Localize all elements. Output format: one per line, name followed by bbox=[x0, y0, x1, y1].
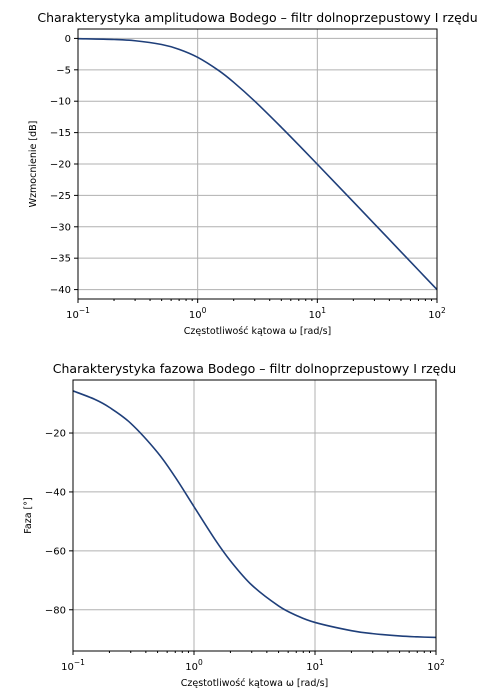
magnitude-x-tick-label: 102 bbox=[428, 306, 446, 321]
phase-y-tick-label: −20 bbox=[45, 429, 66, 440]
phase-x-tick-label: 10−1 bbox=[61, 658, 85, 673]
phase-chart: 10−1 100 101 102 −20 −40 −60 −80 Charakterystyka… bbox=[23, 361, 456, 689]
magnitude-y-tick-label: 0 bbox=[65, 34, 71, 45]
magnitude-y-tick-label: −5 bbox=[56, 65, 71, 76]
magnitude-y-tick-label: −25 bbox=[50, 191, 71, 202]
magnitude-chart-title: Charakterystyka amplitudowa Bodego – fil… bbox=[37, 10, 477, 25]
phase-y-tick-label: −40 bbox=[45, 487, 66, 498]
magnitude-y-tick-label: −40 bbox=[50, 285, 71, 296]
phase-x-tick-label: 100 bbox=[185, 658, 203, 673]
magnitude-y-tick-label: −30 bbox=[50, 222, 71, 233]
phase-x-tick-label: 101 bbox=[306, 658, 324, 673]
magnitude-chart: 10−1 100 101 102 0 −5 −10 −15 −20 −25 −30 −35 −40 Cha… bbox=[28, 10, 478, 337]
phase-x-axis-label: Częstotliwość kątowa ω [rad/s] bbox=[181, 678, 329, 689]
magnitude-y-tick-label: −10 bbox=[50, 97, 71, 108]
magnitude-x-tick-label: 10−1 bbox=[66, 306, 90, 321]
phase-y-tick-label: −60 bbox=[45, 546, 66, 557]
magnitude-y-tick-label: −15 bbox=[50, 128, 71, 139]
phase-y-tick-label: −80 bbox=[45, 605, 66, 616]
magnitude-y-axis-label: Wzmocnienie [dB] bbox=[28, 121, 39, 208]
magnitude-x-axis-label: Częstotliwość kątowa ω [rad/s] bbox=[184, 326, 332, 337]
phase-series-line bbox=[72, 390, 437, 639]
phase-x-tick-label: 102 bbox=[427, 658, 445, 673]
magnitude-y-tick-label: −20 bbox=[50, 160, 71, 171]
phase-y-axis-label: Faza [°] bbox=[23, 497, 34, 533]
magnitude-series-line bbox=[77, 37, 438, 291]
phase-chart-title: Charakterystyka fazowa Bodego – filtr do… bbox=[53, 361, 456, 376]
magnitude-x-tick-label: 101 bbox=[309, 306, 327, 321]
magnitude-x-tick-label: 100 bbox=[189, 306, 207, 321]
phase-plot-frame bbox=[72, 379, 437, 652]
magnitude-y-tick-label: −35 bbox=[50, 254, 71, 265]
